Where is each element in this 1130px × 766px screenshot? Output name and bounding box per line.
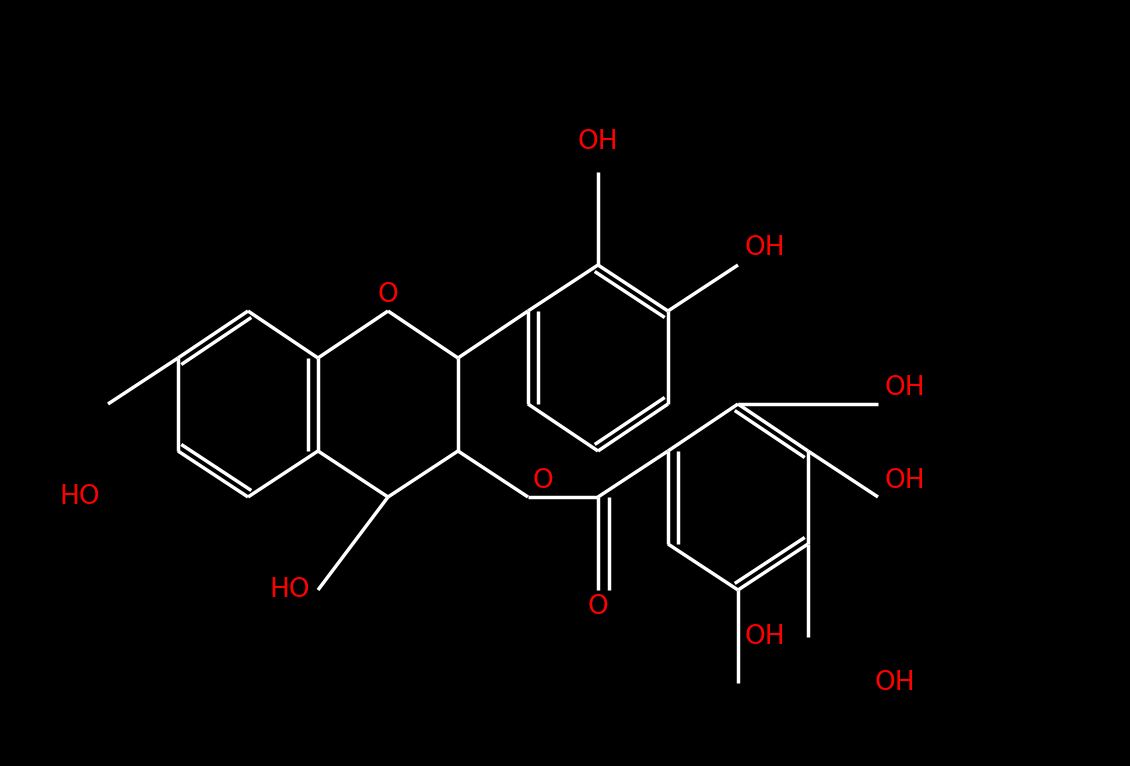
Text: HO: HO: [60, 484, 99, 510]
Text: OH: OH: [875, 670, 915, 696]
Text: O: O: [532, 468, 554, 494]
Text: OH: OH: [577, 129, 618, 155]
Text: O: O: [377, 282, 399, 308]
Text: OH: OH: [745, 624, 785, 650]
Text: OH: OH: [745, 235, 785, 261]
Text: OH: OH: [885, 375, 925, 401]
Text: O: O: [588, 594, 608, 620]
Text: HO: HO: [269, 577, 310, 603]
Text: OH: OH: [885, 468, 925, 494]
